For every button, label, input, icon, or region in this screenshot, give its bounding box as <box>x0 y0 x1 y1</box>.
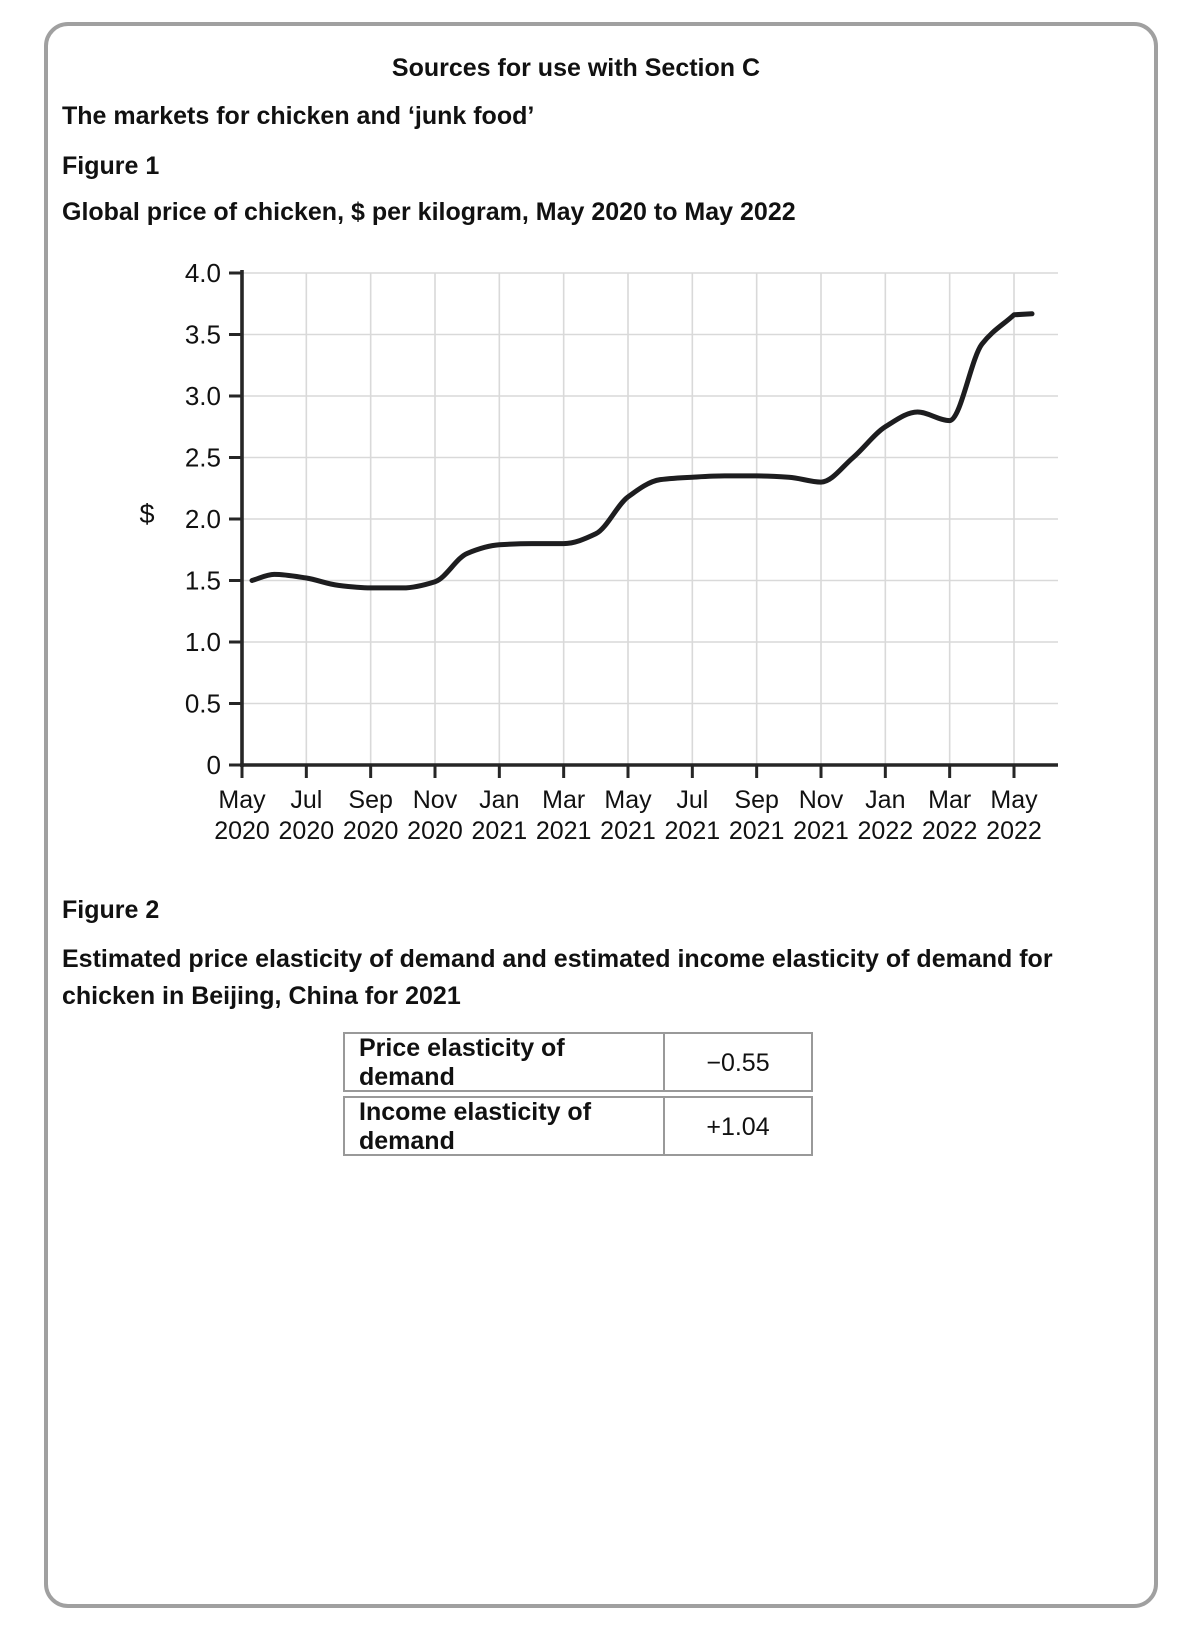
svg-text:2021: 2021 <box>472 817 528 845</box>
svg-text:3.0: 3.0 <box>185 381 221 411</box>
svg-text:2022: 2022 <box>922 817 978 845</box>
figure1-chart: 0 0.5 1.0 1.5 2.0 2.5 3.0 3.5 4.0 $ May 2020 Jul 2020… <box>139 258 1058 845</box>
svg-text:Mar: Mar <box>928 786 971 814</box>
figure1-label: Figure 1 <box>62 152 160 180</box>
chart-gridlines <box>242 272 1058 765</box>
svg-text:2020: 2020 <box>214 817 270 845</box>
svg-text:Jan: Jan <box>479 786 519 814</box>
svg-text:1.5: 1.5 <box>185 566 221 596</box>
svg-text:Sep: Sep <box>348 786 392 814</box>
svg-text:2.5: 2.5 <box>185 443 221 473</box>
y-axis-ticks-and-labels: 0 0.5 1.0 1.5 2.0 2.5 3.0 3.5 4.0 <box>185 258 242 780</box>
row-label: Income elasticity of demand <box>345 1098 665 1156</box>
svg-text:Nov: Nov <box>799 786 844 814</box>
svg-text:3.5: 3.5 <box>185 320 221 350</box>
svg-text:2020: 2020 <box>343 817 399 845</box>
svg-text:2021: 2021 <box>665 817 721 845</box>
svg-text:2021: 2021 <box>536 817 592 845</box>
svg-text:2021: 2021 <box>600 817 656 845</box>
table-row: Price elasticity of demand −0.55 <box>343 1032 813 1092</box>
page-border <box>44 22 1158 1608</box>
svg-text:May: May <box>218 786 266 814</box>
figure2-caption: Estimated price elasticity of demand and… <box>62 945 1053 1010</box>
figure1-caption: Global price of chicken, $ per kilogram,… <box>62 198 796 226</box>
svg-text:May: May <box>604 786 652 814</box>
y-axis-unit-label: $ <box>139 499 154 529</box>
row-label: Price elasticity of demand <box>345 1034 665 1092</box>
svg-text:2021: 2021 <box>729 817 785 845</box>
svg-text:Mar: Mar <box>542 786 585 814</box>
page-title: Sources for use with Section C <box>391 54 761 82</box>
svg-text:Nov: Nov <box>413 786 458 814</box>
price-line <box>249 311 1035 591</box>
svg-text:1.0: 1.0 <box>185 627 221 657</box>
svg-text:$: $ <box>139 499 154 529</box>
figure2-label: Figure 2 <box>62 896 160 924</box>
svg-text:4.0: 4.0 <box>185 258 221 288</box>
row-value: +1.04 <box>706 1112 770 1141</box>
svg-text:2020: 2020 <box>407 817 463 845</box>
svg-text:2022: 2022 <box>858 817 914 845</box>
svg-text:2022: 2022 <box>986 817 1042 845</box>
svg-text:0: 0 <box>207 750 221 780</box>
svg-text:2020: 2020 <box>279 817 335 845</box>
svg-text:0.5: 0.5 <box>185 689 221 719</box>
svg-text:2.0: 2.0 <box>185 504 221 534</box>
svg-text:Sep: Sep <box>734 786 778 814</box>
elasticity-table: Price elasticity of demand −0.55 Income … <box>343 1032 813 1156</box>
svg-text:2021: 2021 <box>793 817 849 845</box>
row-value: −0.55 <box>706 1048 770 1077</box>
section-subtitle: The markets for chicken and ‘junk food’ <box>62 102 535 130</box>
svg-text:Jul: Jul <box>676 786 708 814</box>
table-row: Income elasticity of demand +1.04 <box>343 1096 813 1156</box>
svg-text:Jan: Jan <box>865 786 905 814</box>
svg-text:May: May <box>990 786 1038 814</box>
svg-text:Jul: Jul <box>290 786 322 814</box>
x-axis-ticks-and-labels: May 2020 Jul 2020 Sep 2020 Nov 2020 Jan 2021 Mar 20… <box>214 765 1042 845</box>
